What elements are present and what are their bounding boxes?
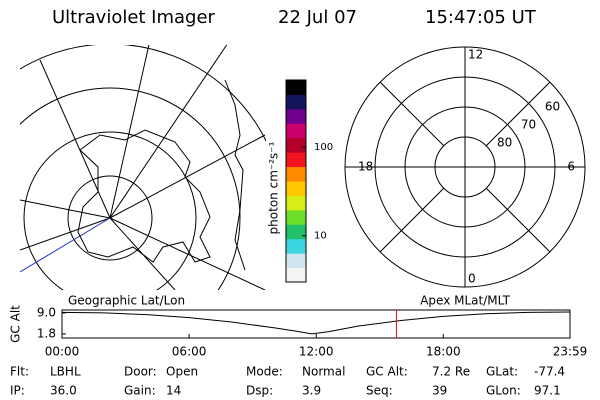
- field-label: GC Alt:: [366, 365, 408, 379]
- x-tick-label: 23:59: [553, 345, 588, 359]
- lat-label: 60: [545, 99, 560, 113]
- field-value: 3.9: [302, 384, 321, 398]
- color-band: [286, 94, 306, 110]
- lat-circle: [67, 175, 153, 261]
- color-band: [286, 181, 306, 196]
- field-value: 97.1: [534, 384, 561, 398]
- lat-label: 70: [521, 117, 536, 131]
- field-label: IP:: [10, 384, 25, 398]
- lat-circle: [23, 131, 197, 290]
- color-band: [286, 253, 306, 269]
- colorbar-tick-label: 10: [314, 231, 327, 242]
- field-label: Dsp:: [246, 384, 273, 398]
- right-title: Apex MLat/MLT: [420, 294, 510, 308]
- colorbar: photon cm⁻²s⁻¹ 10 100: [267, 79, 333, 283]
- color-band: [286, 267, 306, 283]
- field-label: Seq:: [366, 384, 393, 398]
- mlt-label: 6: [567, 160, 575, 174]
- coastline: [77, 79, 246, 271]
- geographic-map: [20, 45, 266, 290]
- color-band: [286, 108, 306, 124]
- field-value: Open: [166, 365, 198, 379]
- field-label: Gain:: [124, 384, 156, 398]
- color-band: [286, 80, 306, 95]
- field-label: GLon:: [486, 384, 521, 398]
- title: Ultraviolet Imager: [52, 7, 216, 28]
- mlt-label: 0: [468, 272, 476, 286]
- y-tick-label: 1.8: [37, 326, 56, 340]
- field-label: Mode:: [246, 365, 283, 379]
- color-band: [286, 224, 306, 240]
- field-value: 36.0: [50, 384, 77, 398]
- date: 22 Jul 07: [278, 7, 357, 28]
- lat-circle: [20, 87, 241, 290]
- color-band: [286, 152, 306, 168]
- field-label: GLat:: [486, 365, 518, 379]
- y-tick-label: 9.0: [37, 305, 56, 319]
- colorbar-tick-label: 100: [314, 142, 333, 153]
- colorbar-label: photon cm⁻²s⁻¹: [267, 141, 281, 234]
- colorbar-frame: [285, 79, 307, 283]
- x-tick-label: 00:00: [45, 345, 80, 359]
- altitude-line: [61, 311, 571, 335]
- field-label: Door:: [124, 365, 157, 379]
- color-band: [286, 238, 306, 254]
- field-value: 14: [166, 384, 181, 398]
- field-value: 39: [432, 384, 447, 398]
- lat-ring: [374, 76, 556, 258]
- color-band: [286, 166, 306, 182]
- time: 15:47:05 UT: [425, 7, 537, 28]
- left-title: Geographic Lat/Lon: [68, 294, 185, 308]
- lat-label: 80: [497, 135, 512, 149]
- field-value: -77.4: [534, 365, 565, 379]
- field-value: LBHL: [50, 365, 81, 379]
- footer: Flt: LBHL Door: Open Mode: Normal GC Alt: 7.2 R…: [10, 365, 565, 398]
- color-band: [286, 209, 306, 225]
- lat-ring: [404, 106, 526, 228]
- mlt-label: 18: [358, 160, 373, 174]
- mlt-spokes: [345, 47, 585, 287]
- color-band: [286, 137, 306, 153]
- field-value: 7.2 Re: [432, 365, 470, 379]
- x-tick-label: 06:00: [172, 345, 207, 359]
- track: [20, 217, 111, 273]
- x-tick-label: 12:00: [299, 345, 334, 359]
- x-tick-label: 18:00: [426, 345, 461, 359]
- mlt-label: 12: [468, 48, 483, 62]
- field-label: Flt:: [10, 365, 29, 379]
- y-label: GC Alt: [9, 305, 23, 343]
- field-value: Normal: [302, 365, 345, 379]
- color-band: [286, 195, 306, 211]
- altitude-panel: Geographic Lat/Lon Apex MLat/MLT GC Alt …: [9, 294, 588, 359]
- lat-ring: [434, 136, 496, 198]
- color-band: [286, 123, 306, 139]
